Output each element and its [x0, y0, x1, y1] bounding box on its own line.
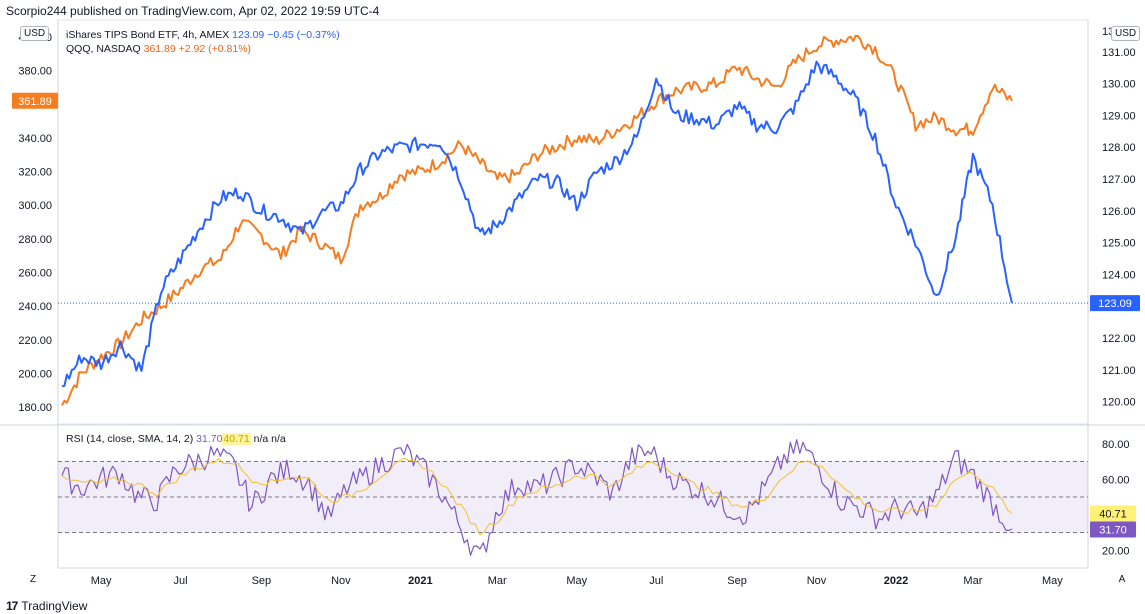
time-axis-tick-label: Mar	[488, 575, 507, 587]
right-axis-tick-label: 131.00	[1102, 47, 1136, 59]
rsi-label: RSI (14, close, SMA, 14, 2)	[66, 433, 194, 445]
legend-tips[interactable]: iShares TIPS Bond ETF, 4h, AMEX 123.09 −…	[66, 29, 340, 41]
time-axis-tick-label: Sep	[252, 575, 272, 587]
legend-tips-value: 123.09	[232, 29, 265, 41]
rsi-last-label: 31.70	[1099, 524, 1127, 536]
time-axis-tick-label: May	[91, 575, 112, 587]
qqq-last-price-label-box	[12, 92, 58, 109]
time-axis-tick-label: May	[566, 575, 587, 587]
tips-last-price-label: 123.09	[1098, 298, 1132, 310]
left-axis-tick-label: 220.00	[18, 335, 52, 347]
time-axis-tick-label: 2021	[408, 575, 432, 587]
right-axis-tick-label: 129.00	[1102, 110, 1136, 122]
publish-header: Scorpio244 published on TradingView.com,…	[6, 4, 380, 18]
legend-tips-change: −0.45 (−0.37%)	[267, 29, 340, 41]
qqq-series-line	[61, 34, 1013, 407]
time-axis-tick-label: Mar	[963, 575, 982, 587]
rsi-axis-tick-label: 60.00	[1102, 474, 1130, 486]
legend-qqq-value: 361.89	[143, 43, 176, 55]
rsi-value: 31.70	[196, 433, 223, 445]
tips-series-line	[61, 60, 1013, 388]
rsi-sma-last-label: 40.71	[1099, 508, 1127, 520]
rsi-axis-tick-label: 80.00	[1102, 439, 1130, 451]
right-axis-tick-label: 121.00	[1102, 365, 1136, 377]
tradingview-logo-icon: 17	[6, 599, 18, 613]
legend-qqq-change: +2.92 (+0.81%)	[178, 43, 252, 55]
left-axis-tick-label: 280.00	[18, 234, 52, 246]
rsi-na-2: n/a	[271, 433, 286, 445]
time-axis-tick-label: 2022	[884, 575, 908, 587]
legend-tips-name: iShares TIPS Bond ETF, 4h, AMEX	[66, 29, 230, 41]
left-axis-tick-label: 320.00	[18, 167, 52, 179]
currency-right-button[interactable]: USD	[1111, 26, 1141, 41]
rsi-na-1: n/a	[253, 433, 269, 445]
right-axis-tick-label: 128.00	[1102, 142, 1136, 154]
qqq-last-price-label: 361.89	[18, 96, 52, 108]
rsi-line	[61, 439, 1013, 556]
currency-left-button[interactable]: USD	[20, 26, 50, 41]
rsi-sma-line	[61, 457, 1013, 536]
legend-qqq-name: QQQ, NASDAQ	[66, 43, 141, 55]
left-axis-tick-label: 300.00	[18, 200, 52, 212]
left-axis-tick-label: 260.00	[18, 268, 52, 280]
time-axis-tick-label: Sep	[727, 575, 747, 587]
left-axis-tick-label: 380.00	[18, 66, 52, 78]
time-axis-tick-label: May	[1042, 575, 1063, 587]
main-pane-border	[57, 19, 1089, 425]
right-axis-tick-label: 122.00	[1102, 333, 1136, 345]
rsi-axis-tick-label: 20.00	[1102, 545, 1130, 557]
time-axis-tick-label: Nov	[807, 575, 827, 587]
rsi-last-label-box	[1090, 521, 1136, 538]
zoom-button[interactable]: Z	[29, 574, 37, 585]
auto-scale-button[interactable]: A	[1118, 574, 1126, 585]
rsi-sma-value: 40.71	[222, 433, 251, 445]
left-axis-tick-label: 180.00	[18, 402, 52, 414]
right-axis-tick-label: 130.00	[1102, 79, 1136, 91]
left-axis-tick-label: 340.00	[18, 133, 52, 145]
left-axis-tick-label: 240.00	[18, 301, 52, 313]
tradingview-brand: 17 TradingView	[6, 599, 87, 613]
tips-last-price-label-box	[1090, 295, 1140, 312]
right-axis-tick-label: 120.00	[1102, 397, 1136, 409]
rsi-sma-last-label-box	[1090, 505, 1136, 522]
right-axis-tick-label: 125.00	[1102, 238, 1136, 250]
time-axis-tick-label: Nov	[331, 575, 351, 587]
brand-name: TradingView	[21, 599, 88, 613]
time-axis-tick-label: Jul	[649, 575, 663, 587]
legend-qqq[interactable]: QQQ, NASDAQ 361.89 +2.92 (+0.81%)	[66, 43, 251, 55]
right-axis-tick-label: 127.00	[1102, 174, 1136, 186]
left-axis-tick-label: 200.00	[18, 369, 52, 381]
right-axis-tick-label: 126.00	[1102, 206, 1136, 218]
legend-rsi[interactable]: RSI (14, close, SMA, 14, 2) 31.7040.71 n…	[66, 433, 286, 445]
right-axis-tick-label: 124.00	[1102, 269, 1136, 281]
time-axis-tick-label: Jul	[174, 575, 188, 587]
